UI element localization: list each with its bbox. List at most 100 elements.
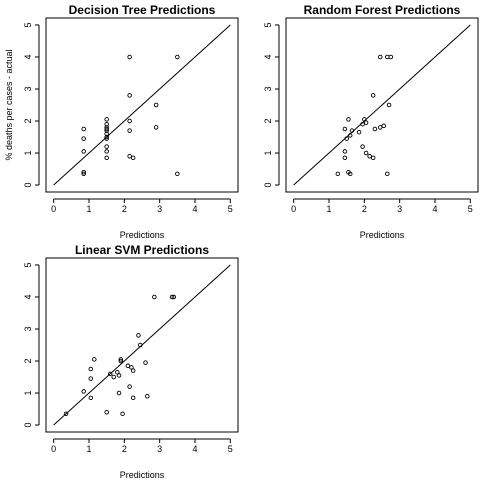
- data-point: [152, 294, 157, 300]
- data-point: [116, 390, 122, 396]
- data-point: [130, 395, 136, 401]
- x-tick-label: 4: [192, 204, 197, 214]
- x-tick-label: 5: [228, 204, 233, 214]
- y-tick-label: 0: [263, 183, 273, 188]
- data-point: [63, 411, 69, 417]
- data-point: [388, 54, 394, 60]
- data-point: [115, 369, 120, 375]
- data-point: [107, 371, 113, 377]
- x-tick-label: 3: [157, 444, 162, 454]
- reference-line: [293, 24, 471, 186]
- x-tick-label: 2: [122, 204, 127, 214]
- data-point: [125, 363, 131, 369]
- data-point: [363, 120, 369, 125]
- data-point: [104, 126, 109, 132]
- data-point: [362, 117, 367, 122]
- data-point: [88, 366, 94, 372]
- data-point: [347, 171, 353, 177]
- data-point: [120, 411, 125, 417]
- data-point: [92, 357, 97, 362]
- x-tick-label: 2: [362, 204, 367, 214]
- data-point: [81, 126, 86, 132]
- data-point: [372, 126, 378, 132]
- data-point: [344, 136, 349, 141]
- y-tick-label: 3: [23, 326, 33, 331]
- data-point: [118, 357, 124, 362]
- data-point: [342, 155, 348, 161]
- data-point: [81, 149, 86, 154]
- panel-random-forest: Random Forest Predictions Predictions 0 1…: [263, 3, 479, 240]
- data-point: [118, 358, 124, 364]
- data-point: [153, 102, 159, 108]
- data-point: [386, 102, 392, 108]
- data-point: [342, 126, 348, 132]
- data-point: [116, 373, 122, 378]
- x-tick-label: 1: [87, 204, 92, 214]
- data-point: [130, 368, 136, 373]
- data-point: [104, 144, 109, 149]
- data-point: [385, 171, 390, 177]
- data-point: [143, 360, 148, 365]
- panel-title: Decision Tree Predictions: [69, 3, 216, 17]
- data-point: [81, 171, 86, 177]
- y-tick-label: 0: [23, 423, 33, 428]
- x-tick-label: 1: [87, 444, 92, 454]
- data-point: [377, 54, 383, 60]
- data-point: [363, 150, 369, 156]
- data-point: [127, 384, 132, 389]
- data-point: [360, 144, 365, 149]
- data-point: [88, 376, 94, 381]
- data-point: [129, 365, 134, 370]
- data-point: [171, 294, 177, 300]
- x-tick-label: 0: [291, 204, 296, 214]
- y-tick-label: 4: [23, 54, 33, 59]
- data-point: [104, 136, 109, 141]
- data-point: [127, 128, 132, 133]
- data-point: [104, 134, 109, 140]
- panel-linear-svm: Linear SVM Predictions Predictions 0 1 2 3 4…: [23, 243, 239, 480]
- data-point: [81, 169, 86, 175]
- y-axis-label: % deaths per cases - actual: [4, 49, 14, 160]
- x-tick-label: 1: [327, 204, 332, 214]
- x-tick-label: 5: [468, 204, 473, 214]
- data-point: [127, 93, 132, 98]
- y-tick-label: 2: [23, 119, 33, 124]
- plot-frame: [285, 17, 479, 193]
- data-point: [377, 125, 383, 130]
- data-point: [367, 153, 372, 159]
- x-axis-label: Predictions: [120, 470, 165, 480]
- data-point: [349, 128, 355, 133]
- data-point: [385, 54, 390, 60]
- data-point: [175, 171, 180, 177]
- data-point: [346, 117, 351, 122]
- data-point: [130, 155, 136, 161]
- y-tick-label: 1: [23, 391, 33, 396]
- data-point: [104, 149, 109, 154]
- y-tick-label: 5: [23, 22, 33, 27]
- x-tick-label: 5: [228, 444, 233, 454]
- x-tick-label: 3: [157, 204, 162, 214]
- data-point: [347, 133, 353, 138]
- x-tick-label: 0: [51, 444, 56, 454]
- y-tick-label: 0: [23, 183, 33, 188]
- data-point: [145, 393, 150, 399]
- data-point: [169, 294, 175, 300]
- y-tick-label: 5: [263, 22, 273, 27]
- plot-frame: [45, 17, 239, 193]
- x-tick-label: 4: [192, 444, 197, 454]
- y-tick-label: 4: [263, 54, 273, 59]
- data-point: [127, 118, 132, 124]
- y-tick-label: 2: [263, 119, 273, 124]
- data-point: [136, 333, 141, 338]
- x-tick-label: 0: [51, 204, 56, 214]
- data-point: [356, 129, 362, 135]
- data-point: [342, 149, 348, 154]
- x-tick-label: 4: [432, 204, 437, 214]
- data-point: [137, 342, 143, 348]
- data-point: [370, 155, 376, 161]
- reference-line: [53, 24, 231, 186]
- data-point: [81, 136, 86, 141]
- panel-title: Random Forest Predictions: [304, 3, 461, 17]
- plot-frame: [45, 257, 239, 433]
